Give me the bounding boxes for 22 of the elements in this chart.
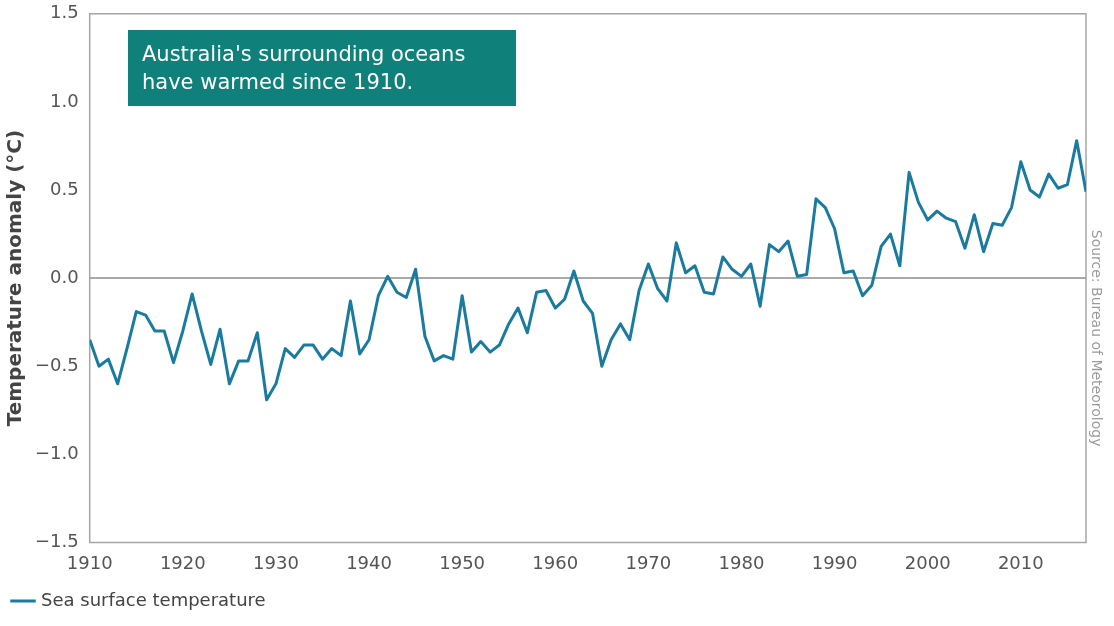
x-tick-label: 1970 <box>625 551 672 573</box>
source-note: Source: Bureau of Meteorology <box>1089 229 1106 447</box>
x-tick-label: 1920 <box>159 551 206 573</box>
legend-label: Sea surface temperature <box>41 588 266 610</box>
x-tick-label: 1930 <box>253 551 299 573</box>
annotation: Australia's surrounding oceans have warmed since 1910. <box>128 30 516 106</box>
y-tick-label: −1.0 <box>34 441 79 463</box>
y-tick-label: −1.5 <box>34 530 79 552</box>
x-tick-label: 1940 <box>346 551 392 573</box>
x-tick-label: 1910 <box>66 551 113 573</box>
x-tick-label: 1990 <box>811 551 858 573</box>
y-tick-label: 0.0 <box>50 265 79 287</box>
y-tick-label: −0.5 <box>34 353 79 375</box>
y-axis-title: Temperature anomaly (°C) <box>2 129 27 427</box>
y-tick-label: 0.5 <box>50 177 79 199</box>
x-tick-label: 1980 <box>718 551 765 573</box>
x-tick-label: 2000 <box>904 551 951 573</box>
y-tick-label: 1.5 <box>50 1 79 23</box>
x-tick-label: 1960 <box>532 551 579 573</box>
x-tick-label: 2010 <box>997 551 1044 573</box>
x-tick-label: 1950 <box>439 551 486 573</box>
y-tick-label: 1.0 <box>50 89 79 111</box>
